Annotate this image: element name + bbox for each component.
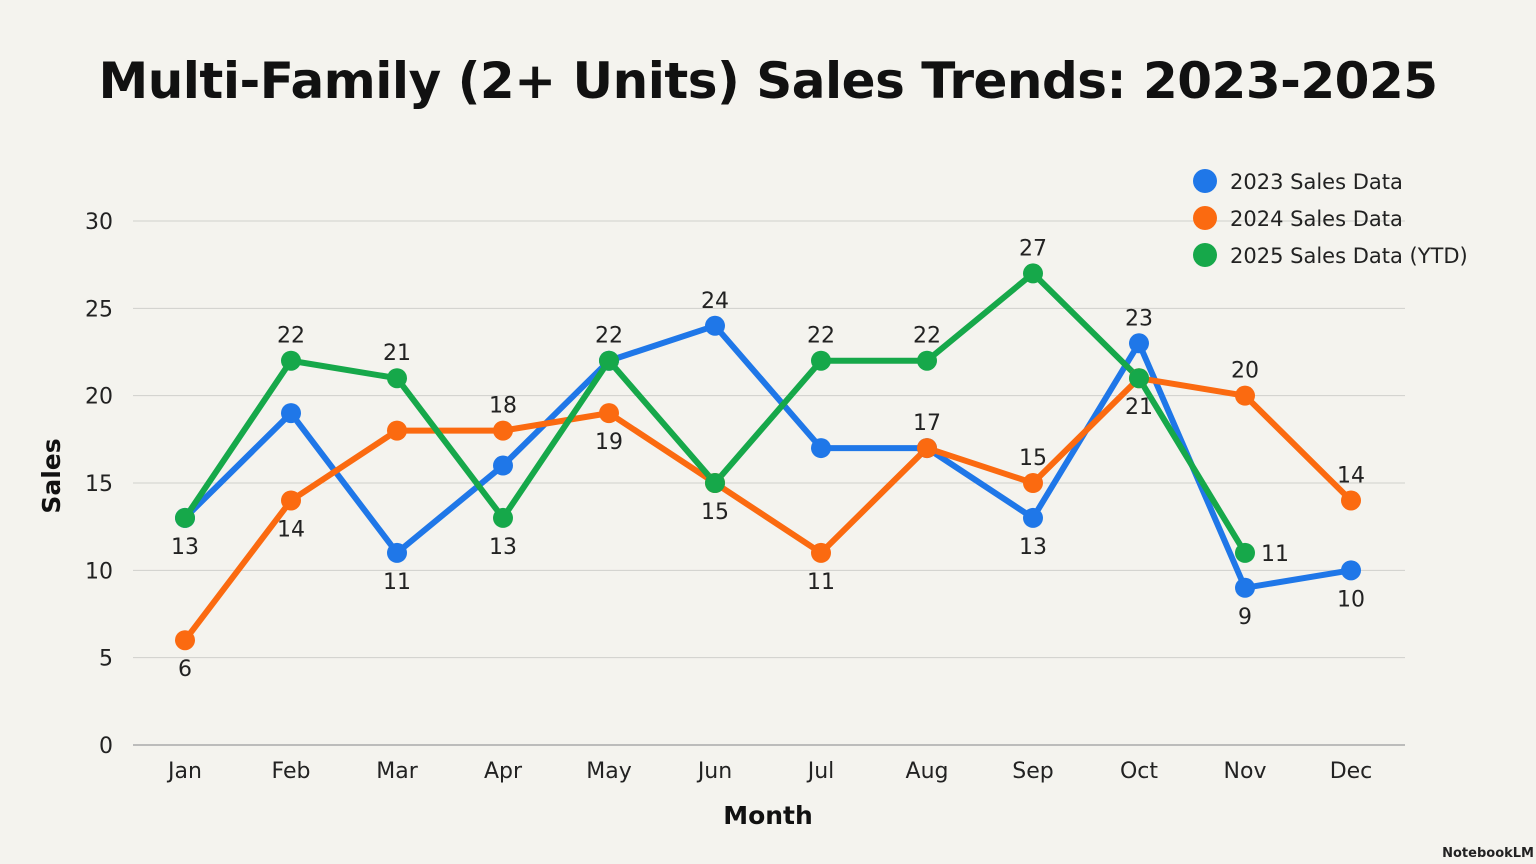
data-point: [1129, 368, 1149, 389]
data-label: 11: [383, 570, 411, 595]
data-label: 22: [595, 324, 623, 349]
data-point: [811, 542, 831, 563]
y-tick-label: 0: [99, 734, 113, 759]
data-label: 13: [171, 535, 199, 560]
y-tick-label: 30: [85, 210, 113, 235]
x-tick-label: Dec: [1330, 759, 1373, 784]
data-point: [387, 368, 407, 389]
data-label: 14: [277, 517, 305, 542]
data-label: 18: [489, 394, 517, 419]
data-label: 22: [913, 324, 941, 349]
data-point: [1341, 560, 1361, 581]
x-tick-label: Jul: [806, 759, 835, 784]
data-label: 14: [1337, 463, 1365, 488]
data-point: [281, 403, 301, 424]
legend-marker: [1193, 206, 1217, 230]
x-tick-label: May: [586, 759, 631, 784]
data-label: 13: [489, 535, 517, 560]
y-tick-label: 5: [99, 647, 113, 672]
y-axis-label: Sales: [37, 438, 66, 513]
data-label: 11: [1261, 542, 1289, 567]
x-axis-label: Month: [723, 801, 813, 830]
data-point: [493, 455, 513, 476]
data-point: [175, 630, 195, 651]
data-label: 22: [807, 324, 835, 349]
data-point: [1235, 577, 1255, 598]
data-label: 9: [1238, 605, 1252, 630]
chart-title: Multi-Family (2+ Units) Sales Trends: 20…: [98, 52, 1438, 110]
notebooklm-watermark: NotebookLM: [1442, 846, 1534, 861]
data-point: [917, 350, 937, 371]
data-label: 27: [1019, 236, 1047, 261]
data-point: [281, 490, 301, 511]
data-point: [1129, 333, 1149, 354]
legend-marker: [1193, 243, 1217, 267]
data-point: [1341, 490, 1361, 511]
data-label: 13: [1019, 535, 1047, 560]
data-point: [705, 315, 725, 336]
x-tick-label: Nov: [1224, 759, 1267, 784]
data-label: 20: [1231, 359, 1259, 384]
data-label: 10: [1337, 587, 1365, 612]
data-label: 17: [913, 411, 941, 436]
series-line-2: [182, 375, 1354, 643]
data-label: 21: [383, 341, 411, 366]
data-label: 22: [277, 324, 305, 349]
legend-label: 2024 Sales Data: [1230, 207, 1403, 231]
data-point: [281, 350, 301, 371]
legend-marker: [1193, 169, 1217, 193]
legend-label: 2025 Sales Data (YTD): [1230, 244, 1468, 268]
data-point: [493, 507, 513, 528]
data-point: [811, 438, 831, 459]
data-point: [175, 507, 195, 528]
data-label: 15: [701, 500, 729, 525]
x-tick-label: Oct: [1120, 759, 1158, 784]
data-label: 19: [595, 430, 623, 455]
y-tick-label: 10: [85, 559, 113, 584]
data-point: [599, 350, 619, 371]
legend-label: 2023 Sales Data: [1230, 170, 1403, 194]
y-tick-label: 25: [85, 297, 113, 322]
data-point: [1235, 385, 1255, 406]
x-tick-label: Feb: [272, 759, 311, 784]
data-label: 23: [1125, 306, 1153, 331]
data-point: [387, 542, 407, 563]
x-tick-label: Apr: [484, 759, 523, 784]
data-point: [705, 473, 725, 493]
x-tick-label: Sep: [1012, 759, 1053, 784]
data-point: [387, 420, 407, 441]
data-point: [1023, 263, 1043, 284]
data-label: 6: [178, 657, 192, 682]
data-label: 11: [807, 570, 835, 595]
data-label: 21: [1125, 395, 1153, 420]
x-tick-label: Jun: [696, 759, 732, 784]
x-tick-label: Jan: [166, 759, 202, 784]
data-point: [493, 420, 513, 441]
x-tick-label: Aug: [906, 759, 949, 784]
data-point: [599, 403, 619, 424]
data-label: 15: [1019, 446, 1047, 471]
data-point: [1235, 542, 1255, 563]
data-point: [917, 438, 937, 459]
data-point: [1023, 507, 1043, 528]
y-tick-label: 20: [85, 385, 113, 410]
data-label: 24: [701, 289, 729, 314]
data-point: [1023, 473, 1043, 493]
x-tick-label: Mar: [376, 759, 418, 784]
y-tick-label: 15: [85, 472, 113, 497]
data-point: [811, 350, 831, 371]
